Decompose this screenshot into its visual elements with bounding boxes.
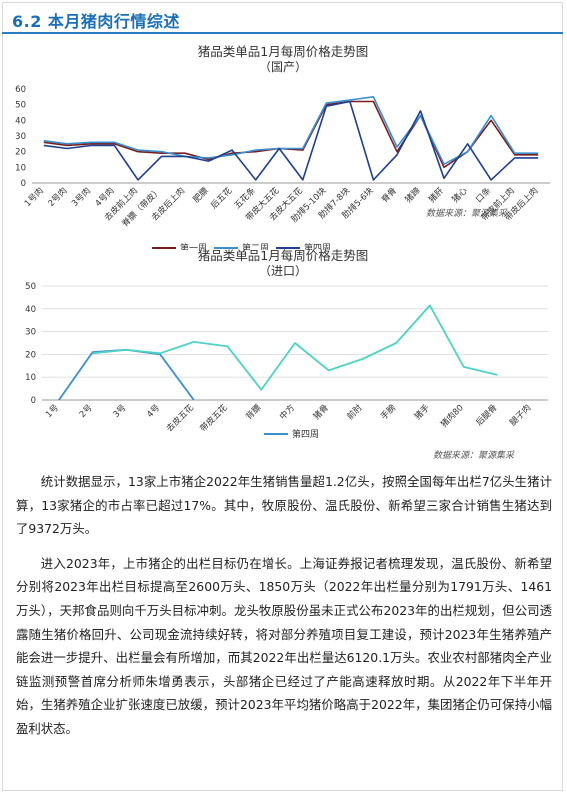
chart-subtitle: （进口） <box>258 264 307 278</box>
x-tick-label: 脊骨 <box>379 185 399 205</box>
chart-imported-plot: 0 10 20 30 40 50 1号 2号 3号 4号 去皮五花 带皮五花 背膘 中方 猪骨 前肘 手膀 猪手猪… <box>25 282 548 440</box>
y-tick-label: 10 <box>15 163 26 173</box>
x-tick-label: 手膀 <box>379 402 399 422</box>
y-tick-label: 60 <box>15 85 26 95</box>
chart-title: 猪品类单品1月每周价格走势图 <box>197 248 369 263</box>
x-tick-label: 猪手 <box>412 402 432 422</box>
paragraph: 统计数据显示，13家上市猪企2022年生猪销售量超1.2亿头，按照全国每年出栏7… <box>16 474 552 537</box>
article-body: 统计数据显示，13家上市猪企2022年生猪销售量超1.2亿头，按照全国每年出栏7… <box>16 470 552 741</box>
y-tick-label: 30 <box>25 328 36 338</box>
y-tick-label: 0 <box>21 179 26 189</box>
y-tick-label: 40 <box>15 116 26 126</box>
chart-subtitle: （国产） <box>258 60 307 74</box>
x-tick-label: 后腿骨 <box>474 402 500 428</box>
x-tick-label: 带皮五花 <box>198 402 230 434</box>
y-tick-label: 40 <box>25 305 36 315</box>
y-tick-label: 50 <box>15 101 26 111</box>
section-title: 6.2 本月猪肉行情综述 <box>12 12 180 31</box>
x-tick-label: 猪肉80 <box>438 402 465 429</box>
paragraph: 进入2023年，上市猪企的出栏目标仍在增长。上海证券报记者梳理发现，温氏股份、新… <box>16 555 552 736</box>
legend-label: 第一周 <box>180 242 207 250</box>
legend-label: 第四周 <box>292 428 319 440</box>
x-tick-label: 口条 <box>473 185 493 205</box>
x-tick-label: 猪肝 <box>426 185 446 205</box>
header-rule <box>2 32 563 34</box>
y-tick-label: 0 <box>31 396 36 406</box>
chart-domestic: 猪品类单品1月每周价格走势图 （国产） 0 10 20 30 40 50 60 1号肉 2号肉 3… <box>8 38 558 250</box>
series-line <box>43 100 539 181</box>
x-tick-label: 中方 <box>277 402 297 422</box>
y-tick-label: 30 <box>15 132 26 142</box>
y-tick-label: 20 <box>25 350 36 360</box>
x-tick-label: 猪蹄 <box>403 185 423 205</box>
y-tick-label: 50 <box>25 282 36 292</box>
x-tick-label: 去皮五花 <box>164 402 196 434</box>
chart-source: 数据来源：聚源集采 <box>433 451 515 461</box>
x-tick-label: 猪骨 <box>311 402 331 422</box>
x-tick-label: 2号肉 <box>46 185 70 209</box>
x-tick-label: 3号肉 <box>69 185 93 209</box>
x-tick-label: 4号 <box>145 403 162 420</box>
x-tick-label: 猪心 <box>450 185 470 205</box>
y-tick-label: 10 <box>25 373 36 383</box>
chart-imported: 猪品类单品1月每周价格走势图 （进口） 0 10 20 30 40 50 1号 2号 3号 4号去… <box>8 240 558 465</box>
x-tick-label: 腿子肉 <box>507 402 533 428</box>
x-tick-label: 后五花 <box>208 185 234 211</box>
chart-title: 猪品类单品1月每周价格走势图 <box>197 44 369 59</box>
x-tick-label: 肥膘 <box>192 186 211 205</box>
series-line <box>43 95 539 165</box>
x-tick-label: 背膘 <box>244 402 264 422</box>
x-tick-label: 前肘 <box>345 402 365 422</box>
series-line <box>58 348 195 401</box>
section-header: 6.2 本月猪肉行情综述 <box>2 2 563 34</box>
series-line <box>43 100 539 169</box>
x-tick-label: 2号 <box>78 403 95 420</box>
legend-label: 第二周 <box>242 242 269 250</box>
chart-source: 数据来源：聚源集采 <box>426 209 508 219</box>
series-line <box>92 304 498 391</box>
x-tick-label: 1号 <box>44 403 61 420</box>
x-tick-label: 3号 <box>112 403 129 420</box>
y-tick-label: 20 <box>15 148 26 158</box>
legend-label: 第四周 <box>304 242 331 250</box>
